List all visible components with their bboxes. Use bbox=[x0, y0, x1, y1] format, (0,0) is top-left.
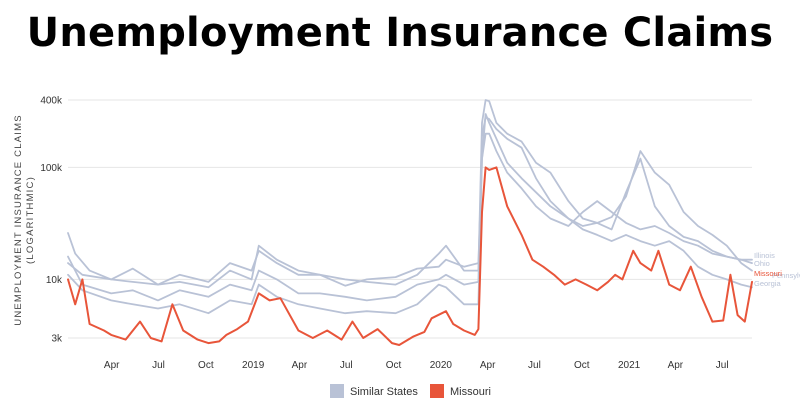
series-end-label-pennsylvania: Pennsylvania bbox=[772, 271, 800, 280]
x-axis-ticks: Apr Jul Oct 2019 Apr Jul Oct 2020 Apr Jul Oct 2021 A… bbox=[104, 360, 729, 371]
y-axis-label-subtitle: (LOGARITHMIC) bbox=[25, 176, 36, 264]
x-tick-label: Apr bbox=[480, 360, 496, 371]
series-end-label-missouri: Missouri bbox=[754, 269, 782, 278]
legend-label: Missouri bbox=[450, 386, 491, 398]
x-tick-label: Jul bbox=[716, 360, 729, 371]
series-end-label-georgia: Georgia bbox=[754, 279, 782, 288]
x-tick-label: Apr bbox=[104, 360, 120, 371]
x-tick-label: Oct bbox=[574, 360, 590, 371]
y-tick-label: 400k bbox=[40, 96, 63, 107]
legend: Similar States Missouri bbox=[330, 384, 491, 398]
page-title: Unemployment Insurance Claims bbox=[26, 10, 774, 56]
series-line-ohio bbox=[67, 116, 753, 302]
legend-swatch bbox=[330, 384, 344, 398]
x-tick-label: Jul bbox=[340, 360, 353, 371]
legend-label: Similar States bbox=[350, 386, 418, 398]
series-line-pennsylvania bbox=[67, 99, 753, 289]
x-tick-label: 2019 bbox=[242, 360, 265, 371]
series-end-label-ohio: Ohio bbox=[754, 259, 770, 268]
y-axis-label: UNEMPLOYMENT INSURANCE CLAIMS bbox=[13, 114, 24, 325]
x-tick-label: Oct bbox=[386, 360, 402, 371]
x-tick-label: Jul bbox=[528, 360, 541, 371]
series-end-label-illinois: Illinois bbox=[754, 251, 775, 260]
x-tick-label: 2020 bbox=[430, 360, 453, 371]
y-tick-label: 100k bbox=[40, 163, 63, 174]
x-tick-label: Apr bbox=[292, 360, 308, 371]
x-tick-label: 2021 bbox=[618, 360, 641, 371]
y-tick-label: 10k bbox=[46, 275, 63, 286]
y-axis-ticks: 3k 10k 100k 400k bbox=[40, 96, 63, 345]
series-end-labels: IllinoisOhioPennsylvaniaGeorgiaMissouri bbox=[754, 251, 800, 288]
gridlines bbox=[68, 99, 752, 339]
series-line-illinois bbox=[67, 132, 753, 287]
series-line-missouri bbox=[67, 166, 753, 346]
y-tick-label: 3k bbox=[51, 334, 63, 345]
x-tick-label: Apr bbox=[668, 360, 684, 371]
x-tick-label: Oct bbox=[198, 360, 214, 371]
legend-swatch bbox=[430, 384, 444, 398]
x-tick-label: Jul bbox=[152, 360, 165, 371]
series-lines bbox=[67, 99, 753, 346]
series-line-georgia bbox=[67, 113, 753, 315]
